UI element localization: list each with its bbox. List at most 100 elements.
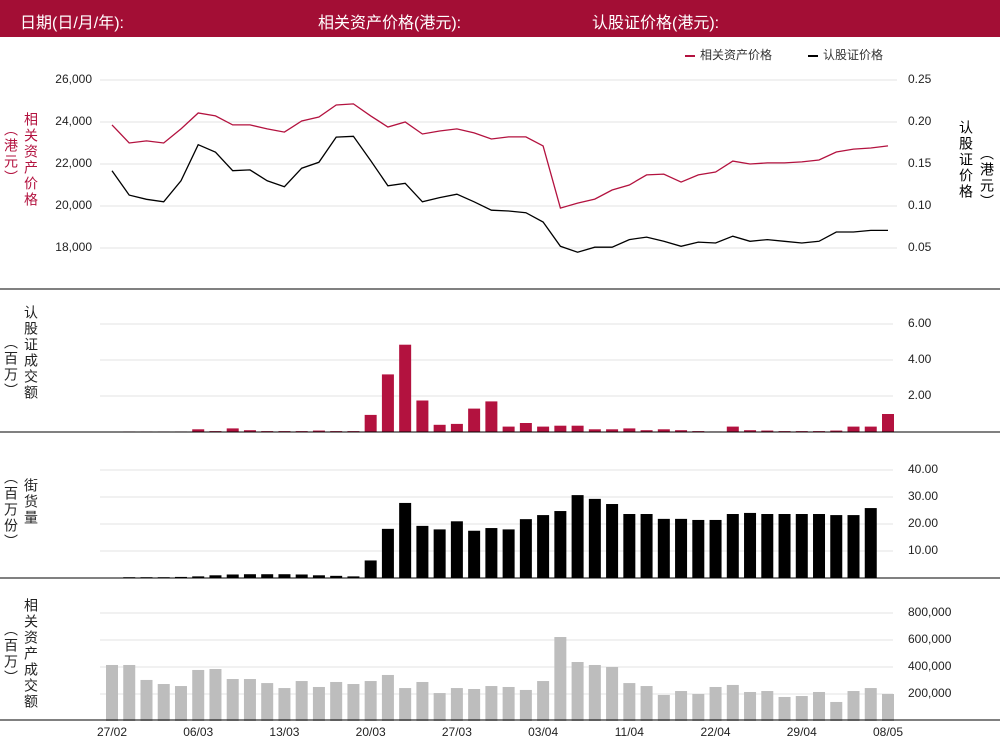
bar — [709, 519, 722, 578]
bar — [243, 430, 256, 432]
y-tick-label: 20,000 — [55, 198, 92, 212]
bar — [588, 498, 601, 578]
bar — [623, 683, 636, 721]
header-label: 相关资产价格(港元): — [318, 15, 462, 32]
bar — [381, 528, 394, 578]
bar — [864, 688, 877, 721]
y-tick-label: 26,000 — [55, 72, 92, 86]
bar — [364, 414, 377, 432]
bar — [830, 430, 843, 432]
bar — [537, 426, 550, 432]
bar — [261, 574, 274, 578]
bar — [623, 514, 636, 578]
bar — [312, 686, 325, 721]
bar — [761, 691, 774, 721]
bar — [657, 429, 670, 432]
bar — [192, 429, 205, 432]
bar — [433, 693, 446, 721]
bar — [243, 574, 256, 578]
axis-label: （港元） — [2, 122, 18, 186]
axis-label: 相关资产成交额 — [22, 598, 38, 710]
bar — [709, 686, 722, 721]
bar — [226, 679, 239, 721]
y-tick-label: 30.00 — [908, 489, 938, 503]
bar — [416, 400, 429, 432]
bar — [416, 525, 429, 578]
bar — [537, 515, 550, 578]
y-tick-label: 24,000 — [55, 114, 92, 128]
bar — [795, 514, 808, 578]
bar — [847, 515, 860, 578]
bar — [485, 528, 498, 578]
bar — [330, 681, 343, 721]
bar — [830, 515, 843, 578]
bar — [468, 408, 481, 432]
bar — [554, 511, 567, 578]
bar — [364, 560, 377, 578]
x-tick-label: 11/04 — [615, 725, 644, 739]
bar — [261, 683, 274, 721]
bar — [278, 688, 291, 721]
y-tick-label: 40.00 — [908, 462, 938, 476]
bar — [692, 519, 705, 578]
bar — [623, 428, 636, 432]
y-tick-label: 600,000 — [908, 632, 952, 646]
x-tick-label: 08/05 — [873, 725, 903, 739]
bar — [554, 637, 567, 721]
bar — [174, 576, 187, 578]
bar — [519, 519, 532, 578]
bar — [399, 502, 412, 578]
axis-label: （百万） — [2, 622, 18, 686]
bar — [606, 667, 619, 721]
x-tick-label: 20/03 — [356, 725, 386, 739]
bar — [485, 686, 498, 721]
bar — [519, 689, 532, 721]
bar — [830, 701, 843, 721]
bar — [761, 514, 774, 578]
bar — [675, 691, 688, 721]
bar — [347, 684, 360, 721]
bar — [450, 423, 463, 432]
legend-label: 相关资产价格 — [700, 47, 772, 62]
x-tick-label: 22/04 — [701, 725, 731, 739]
bar — [588, 429, 601, 432]
bar — [226, 574, 239, 578]
bar — [364, 681, 377, 721]
bar — [847, 426, 860, 432]
header-label: 日期(日/月/年): — [20, 15, 124, 32]
x-tick-label: 27/02 — [97, 725, 127, 739]
bar — [312, 575, 325, 578]
bar — [433, 529, 446, 578]
y-tick-label: 20.00 — [908, 516, 938, 530]
y2-tick-label: 0.05 — [908, 240, 932, 254]
bar — [295, 681, 308, 721]
bar — [347, 576, 360, 578]
axis-label: 认股证价格 — [957, 120, 973, 200]
bar — [312, 430, 325, 432]
bar — [744, 430, 757, 432]
bar — [692, 694, 705, 721]
bar — [882, 694, 894, 721]
bar — [468, 530, 481, 578]
bar — [813, 514, 826, 578]
bar — [537, 681, 550, 721]
bar — [606, 429, 619, 432]
x-tick-label: 13/03 — [269, 725, 299, 739]
bar — [450, 521, 463, 578]
x-tick-label: 29/04 — [787, 725, 817, 739]
bar — [381, 374, 394, 432]
bar — [330, 575, 343, 578]
bar — [468, 689, 481, 721]
bar — [847, 691, 860, 721]
axis-label: 街货量 — [22, 478, 38, 526]
y-tick-label: 22,000 — [55, 156, 92, 170]
bar — [485, 401, 498, 432]
bar — [657, 518, 670, 578]
bar — [571, 495, 584, 578]
bar — [399, 344, 412, 432]
bar — [571, 425, 584, 432]
bar — [243, 679, 256, 721]
bar — [813, 691, 826, 721]
